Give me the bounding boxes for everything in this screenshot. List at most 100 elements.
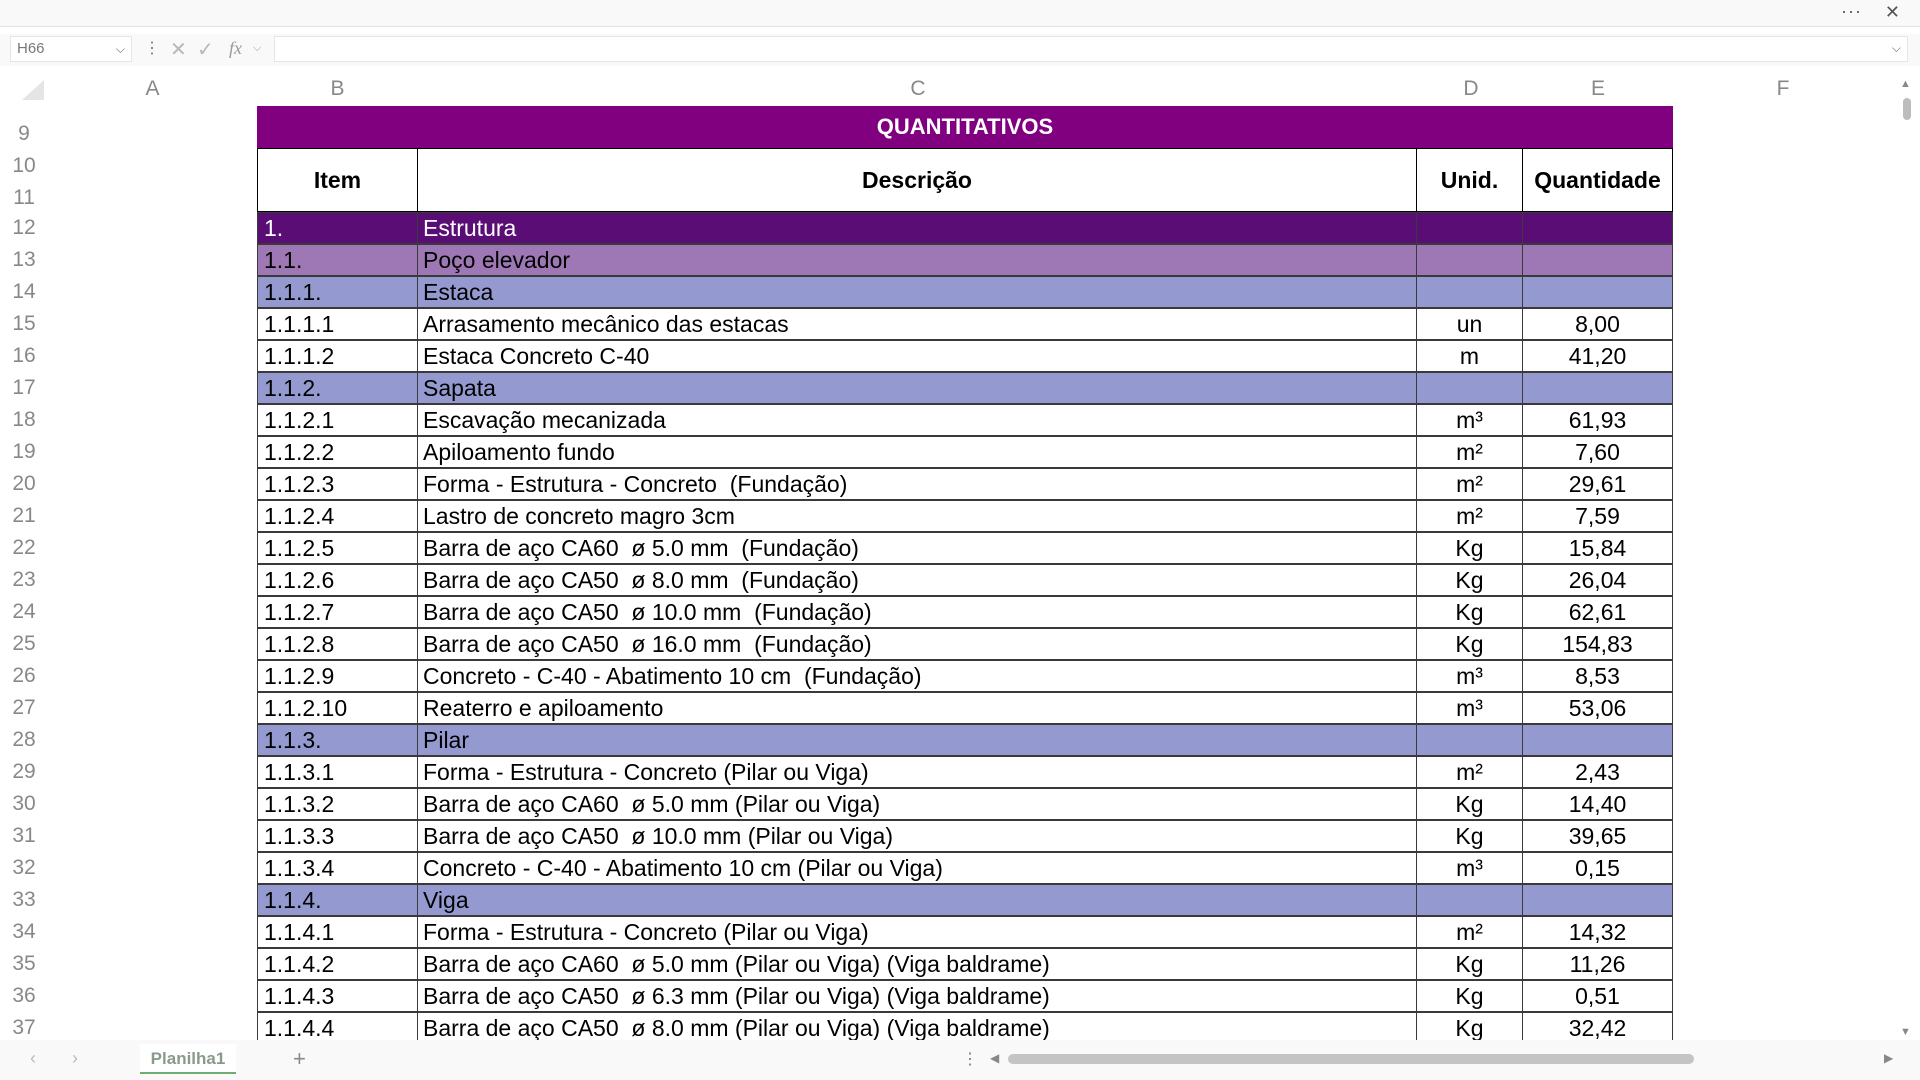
cell-descricao[interactable]: Barra de aço CA60 ø 5.0 mm (Pilar ou Vig… bbox=[417, 788, 1417, 820]
row-header[interactable]: 28 bbox=[12, 728, 36, 751]
cell-unid[interactable]: m³ bbox=[1416, 692, 1523, 724]
row-header[interactable]: 11 bbox=[13, 186, 35, 209]
cell-descricao[interactable]: Barra de aço CA50 ø 6.3 mm (Pilar ou Vig… bbox=[417, 980, 1417, 1012]
cell-descricao[interactable]: Barra de aço CA50 ø 8.0 mm (Pilar ou Vig… bbox=[417, 1012, 1417, 1044]
chevron-down-icon[interactable]: ⌵ bbox=[115, 42, 125, 56]
cell-item[interactable]: 1.1.2.1 bbox=[257, 404, 418, 436]
cell-item[interactable]: 1.1.3.1 bbox=[257, 756, 418, 788]
cell-item[interactable]: 1.1.2.2 bbox=[257, 436, 418, 468]
cell-unid[interactable]: Kg bbox=[1416, 596, 1523, 628]
cell-item[interactable]: 1.1.3. bbox=[257, 724, 418, 756]
name-box[interactable]: H66 ⌵ bbox=[10, 36, 132, 62]
cell-unid[interactable]: Kg bbox=[1416, 532, 1523, 564]
cell-quantidade[interactable]: 7,59 bbox=[1522, 500, 1673, 532]
cell-item[interactable]: 1.1.2.8 bbox=[257, 628, 418, 660]
row-header[interactable]: 26 bbox=[12, 664, 36, 687]
cell-descricao[interactable]: Barra de aço CA60 ø 5.0 mm (Pilar ou Vig… bbox=[417, 948, 1417, 980]
cell-quantidade[interactable]: 41,20 bbox=[1522, 340, 1673, 372]
column-header-c[interactable]: C bbox=[910, 77, 926, 100]
row-header[interactable]: 23 bbox=[12, 568, 36, 591]
row-header[interactable]: 9 bbox=[18, 122, 30, 145]
cell-unid[interactable]: Kg bbox=[1416, 628, 1523, 660]
row-header[interactable]: 31 bbox=[12, 824, 36, 847]
cell-quantidade[interactable]: 0,15 bbox=[1522, 852, 1673, 884]
row-header[interactable]: 10 bbox=[12, 154, 36, 177]
cell-quantidade[interactable]: 14,40 bbox=[1522, 788, 1673, 820]
cell-descricao[interactable]: Barra de aço CA50 ø 8.0 mm (Fundação) bbox=[417, 564, 1417, 596]
row-header[interactable]: 33 bbox=[12, 888, 36, 911]
cell-item[interactable]: 1.1.2.6 bbox=[257, 564, 418, 596]
cell-quantidade[interactable]: 14,32 bbox=[1522, 916, 1673, 948]
cell-item[interactable]: 1.1.2.5 bbox=[257, 532, 418, 564]
cell-quantidade[interactable] bbox=[1522, 372, 1673, 404]
cell-quantidade[interactable]: 53,06 bbox=[1522, 692, 1673, 724]
cell-unid[interactable]: Kg bbox=[1416, 564, 1523, 596]
cell-item[interactable]: 1.1. bbox=[257, 244, 418, 276]
sheet-tab-planilha1[interactable]: Planilha1 bbox=[140, 1044, 236, 1074]
cell-item[interactable]: 1.1.1.1 bbox=[257, 308, 418, 340]
cell-descricao[interactable]: Forma - Estrutura - Concreto (Fundação) bbox=[417, 468, 1417, 500]
row-header[interactable]: 24 bbox=[12, 600, 36, 623]
cell-descricao[interactable]: Reaterro e apiloamento bbox=[417, 692, 1417, 724]
cell-quantidade[interactable]: 62,61 bbox=[1522, 596, 1673, 628]
cell-quantidade[interactable] bbox=[1522, 724, 1673, 756]
row-header[interactable]: 17 bbox=[12, 376, 36, 399]
cell-item[interactable]: 1.1.4.4 bbox=[257, 1012, 418, 1044]
sheet-title[interactable]: QUANTITATIVOS bbox=[257, 106, 1673, 148]
cell-descricao[interactable]: Barra de aço CA50 ø 10.0 mm (Pilar ou Vi… bbox=[417, 820, 1417, 852]
row-header[interactable]: 19 bbox=[12, 440, 36, 463]
cell-quantidade[interactable]: 26,04 bbox=[1522, 564, 1673, 596]
cell-unid[interactable]: m² bbox=[1416, 756, 1523, 788]
function-icon[interactable]: fx bbox=[229, 38, 242, 58]
formula-input[interactable]: ⌵ bbox=[274, 36, 1908, 62]
cancel-icon[interactable]: ✕ bbox=[170, 39, 187, 61]
row-header[interactable]: 14 bbox=[12, 280, 36, 303]
cell-descricao[interactable]: Forma - Estrutura - Concreto (Pilar ou V… bbox=[417, 916, 1417, 948]
cell-unid[interactable]: un bbox=[1416, 308, 1523, 340]
cell-descricao[interactable]: Pilar bbox=[417, 724, 1417, 756]
cell-descricao[interactable]: Concreto - C-40 - Abatimento 10 cm (Pila… bbox=[417, 852, 1417, 884]
chevron-down-icon[interactable]: ⌵ bbox=[1891, 41, 1901, 55]
cell-unid[interactable]: m³ bbox=[1416, 404, 1523, 436]
kebab-icon[interactable]: ⋮ bbox=[962, 1051, 978, 1068]
cell-quantidade[interactable]: 2,43 bbox=[1522, 756, 1673, 788]
row-header[interactable]: 16 bbox=[12, 344, 36, 367]
cell-descricao[interactable]: Barra de aço CA50 ø 16.0 mm (Fundação) bbox=[417, 628, 1417, 660]
cell-unid[interactable]: Kg bbox=[1416, 788, 1523, 820]
cell-item[interactable]: 1.1.3.2 bbox=[257, 788, 418, 820]
cell-quantidade[interactable]: 0,51 bbox=[1522, 980, 1673, 1012]
cell-item[interactable]: 1.1.4.2 bbox=[257, 948, 418, 980]
cell-quantidade[interactable]: 7,60 bbox=[1522, 436, 1673, 468]
column-header-a[interactable]: A bbox=[145, 77, 160, 100]
close-icon[interactable]: ✕ bbox=[1884, 2, 1900, 22]
cell-item[interactable]: 1.1.3.3 bbox=[257, 820, 418, 852]
cell-unid[interactable] bbox=[1416, 884, 1523, 916]
next-sheet-icon[interactable]: › bbox=[72, 1048, 78, 1068]
row-header[interactable]: 25 bbox=[12, 632, 36, 655]
more-options-icon[interactable]: ··· bbox=[1841, 1, 1862, 21]
column-header-f[interactable]: F bbox=[1776, 77, 1790, 100]
select-all-corner[interactable] bbox=[22, 80, 44, 100]
header-item[interactable]: Item bbox=[257, 148, 418, 212]
kebab-icon[interactable]: ⋮ bbox=[144, 40, 160, 57]
cell-unid[interactable]: m² bbox=[1416, 468, 1523, 500]
cell-unid[interactable]: m³ bbox=[1416, 852, 1523, 884]
prev-sheet-icon[interactable]: ‹ bbox=[30, 1048, 36, 1068]
cell-descricao[interactable]: Sapata bbox=[417, 372, 1417, 404]
cell-quantidade[interactable] bbox=[1522, 212, 1673, 244]
plus-icon[interactable]: + bbox=[293, 1046, 306, 1071]
cell-item[interactable]: 1.1.3.4 bbox=[257, 852, 418, 884]
cell-unid[interactable] bbox=[1416, 212, 1523, 244]
cell-item[interactable]: 1. bbox=[257, 212, 418, 244]
column-header-b[interactable]: B bbox=[330, 77, 345, 100]
cell-unid[interactable]: m bbox=[1416, 340, 1523, 372]
cell-unid[interactable]: m³ bbox=[1416, 660, 1523, 692]
row-header[interactable]: 32 bbox=[12, 856, 36, 879]
cell-descricao[interactable]: Escavação mecanizada bbox=[417, 404, 1417, 436]
row-header[interactable]: 20 bbox=[12, 472, 36, 495]
cell-item[interactable]: 1.1.2.7 bbox=[257, 596, 418, 628]
cell-item[interactable]: 1.1.4.3 bbox=[257, 980, 418, 1012]
cell-unid[interactable] bbox=[1416, 372, 1523, 404]
row-header[interactable]: 35 bbox=[12, 952, 36, 975]
cell-unid[interactable] bbox=[1416, 724, 1523, 756]
